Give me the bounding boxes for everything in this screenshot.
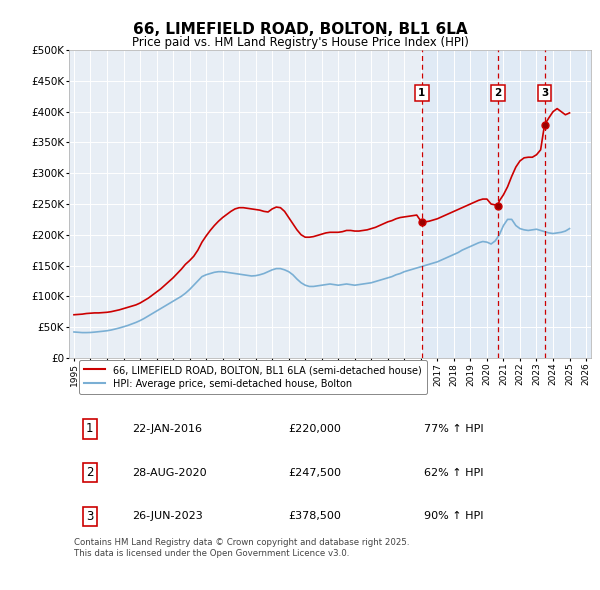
- Text: 3: 3: [541, 88, 548, 98]
- Text: Price paid vs. HM Land Registry's House Price Index (HPI): Price paid vs. HM Land Registry's House …: [131, 36, 469, 49]
- Text: 1: 1: [418, 88, 425, 98]
- Text: 2: 2: [494, 88, 502, 98]
- Text: 22-JAN-2016: 22-JAN-2016: [131, 424, 202, 434]
- Text: 26-JUN-2023: 26-JUN-2023: [131, 512, 202, 522]
- Text: 1: 1: [86, 422, 94, 435]
- Text: 77% ↑ HPI: 77% ↑ HPI: [424, 424, 484, 434]
- Text: 3: 3: [86, 510, 94, 523]
- Bar: [422, 50, 591, 358]
- Text: £247,500: £247,500: [288, 468, 341, 478]
- Text: 66, LIMEFIELD ROAD, BOLTON, BL1 6LA: 66, LIMEFIELD ROAD, BOLTON, BL1 6LA: [133, 22, 467, 37]
- Text: £220,000: £220,000: [288, 424, 341, 434]
- Text: 28-AUG-2020: 28-AUG-2020: [131, 468, 206, 478]
- Text: 2: 2: [86, 466, 94, 479]
- Text: £378,500: £378,500: [288, 512, 341, 522]
- Text: 62% ↑ HPI: 62% ↑ HPI: [424, 468, 484, 478]
- Text: 90% ↑ HPI: 90% ↑ HPI: [424, 512, 484, 522]
- Legend: 66, LIMEFIELD ROAD, BOLTON, BL1 6LA (semi-detached house), HPI: Average price, s: 66, LIMEFIELD ROAD, BOLTON, BL1 6LA (sem…: [79, 360, 427, 394]
- Text: Contains HM Land Registry data © Crown copyright and database right 2025.
This d: Contains HM Land Registry data © Crown c…: [74, 538, 410, 558]
